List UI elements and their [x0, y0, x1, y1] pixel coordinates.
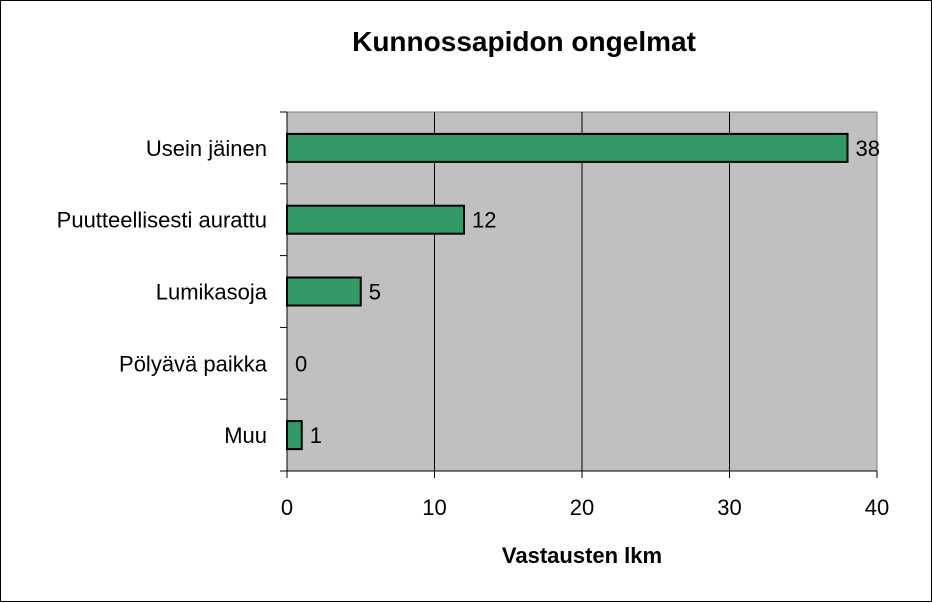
data-label: 5 [369, 280, 381, 305]
category-label: Lumikasoja [156, 280, 268, 305]
x-tick-label: 20 [570, 495, 594, 520]
category-labels: Usein jäinen Puutteellisesti aurattu Lumik… [57, 111, 287, 472]
data-label: 12 [472, 208, 496, 233]
data-labels: 38 12 5 0 1 [295, 136, 880, 448]
category-label: Pölyävä paikka [119, 351, 268, 376]
x-tick-label: 30 [717, 495, 741, 520]
x-tick-label: 10 [422, 495, 446, 520]
bar [286, 420, 303, 451]
category-label: Usein jäinen [146, 136, 267, 161]
x-tick-label: 0 [281, 495, 293, 520]
data-label: 0 [295, 351, 307, 376]
x-axis-ticks: 0 10 20 30 40 [281, 471, 889, 520]
data-label: 38 [856, 136, 880, 161]
data-label: 1 [310, 423, 322, 448]
gridlines [434, 112, 730, 471]
bar [286, 132, 849, 163]
x-axis-title: Vastausten lkm [502, 543, 662, 568]
bars [286, 132, 849, 451]
bar [286, 276, 362, 307]
category-label: Puutteellisesti aurattu [57, 208, 267, 233]
category-label: Muu [224, 423, 267, 448]
bar [286, 204, 465, 235]
x-tick-label: 40 [865, 495, 889, 520]
chart-title: Kunnossapidon ongelmat [352, 26, 696, 57]
